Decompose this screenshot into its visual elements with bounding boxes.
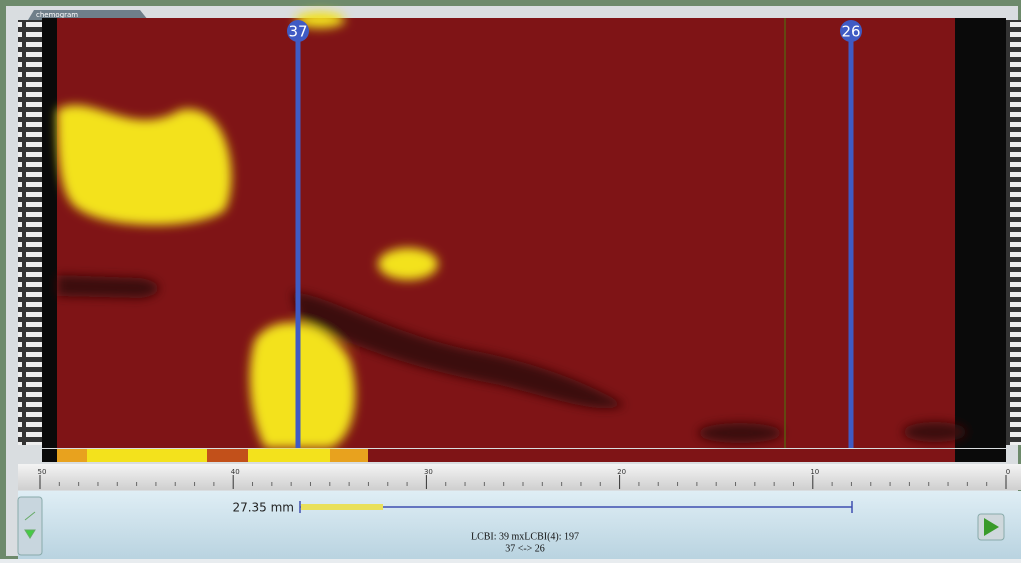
ruler-label: 30 <box>424 468 433 476</box>
block <box>368 449 955 462</box>
right-ladder <box>1006 20 1021 445</box>
summary-line: 37 <-> 26 <box>505 543 545 554</box>
block <box>248 449 330 462</box>
marker-label: 37 <box>288 23 307 41</box>
lipid-blob <box>57 105 232 225</box>
tab-label[interactable]: chemogram <box>36 11 78 19</box>
block <box>57 449 87 462</box>
ruler <box>18 464 1021 490</box>
ruler-label: 0 <box>1006 468 1010 476</box>
ruler-label: 50 <box>38 468 47 476</box>
lipid-areas <box>57 12 967 448</box>
left-button[interactable] <box>17 496 43 556</box>
marker-handle[interactable] <box>287 20 309 42</box>
lipid-blob <box>249 322 356 448</box>
block-chemogram <box>42 449 1006 462</box>
block <box>330 449 368 462</box>
tab[interactable] <box>28 10 148 20</box>
ruler-label: 10 <box>810 468 819 476</box>
span-lipid <box>301 504 383 510</box>
marker-label: 26 <box>841 23 860 41</box>
info-panel <box>18 491 1021 559</box>
dark-streak <box>698 423 782 443</box>
ruler-ticks: 50 40 30 20 10 0 <box>38 468 1010 489</box>
block <box>87 449 207 462</box>
left-margin <box>42 18 57 448</box>
dark-streak <box>292 292 625 409</box>
summary-line: LCBI: 39 mxLCBI(4): 197 <box>471 531 579 542</box>
marker-handle[interactable] <box>840 20 862 42</box>
ruler-label: 20 <box>617 468 626 476</box>
lipid-blob <box>378 248 438 280</box>
lipid-blob <box>295 12 345 28</box>
play-icon <box>984 518 999 536</box>
dark-streak <box>57 275 159 298</box>
ruler-label: 40 <box>231 468 240 476</box>
left-button-icon <box>24 511 36 539</box>
block <box>207 449 248 462</box>
left-ladder <box>18 20 42 445</box>
right-margin <box>955 18 1006 448</box>
dark-streak <box>903 422 967 442</box>
length-label: 27.35 mm <box>232 501 294 515</box>
